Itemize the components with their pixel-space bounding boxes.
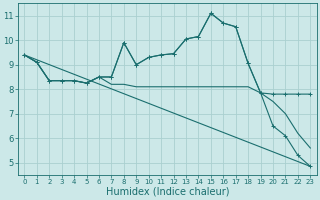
X-axis label: Humidex (Indice chaleur): Humidex (Indice chaleur) [106, 187, 229, 197]
